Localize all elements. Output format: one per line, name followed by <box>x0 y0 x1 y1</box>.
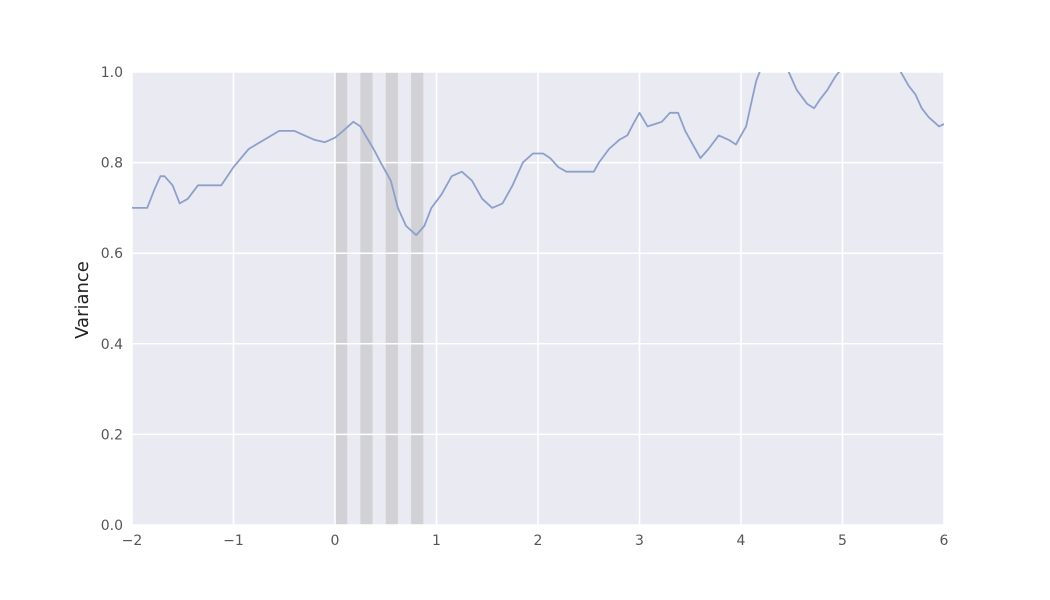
x-tick-label: 4 <box>737 533 746 549</box>
y-tick-label: 0.0 <box>101 518 123 534</box>
y-tick-label: 1.0 <box>101 65 123 81</box>
x-axis-ticks: −2 −1 0 1 2 3 4 5 6 <box>122 533 949 549</box>
x-tick-label: −2 <box>122 533 143 549</box>
shaded-span <box>385 72 398 525</box>
grid-lines <box>131 71 945 526</box>
x-tick-label: 2 <box>534 533 543 549</box>
y-axis-label: Variance <box>72 261 93 339</box>
y-tick-label: 0.8 <box>101 156 123 172</box>
series-line <box>132 72 944 236</box>
x-tick-label: 0 <box>331 533 340 549</box>
series-layer <box>132 72 944 236</box>
y-axis-ticks: 0.0 0.2 0.4 0.6 0.8 1.0 <box>101 65 123 534</box>
x-tick-label: 3 <box>635 533 644 549</box>
shaded-spans <box>335 72 424 525</box>
x-tick-label: 6 <box>940 533 949 549</box>
shaded-span <box>411 72 424 525</box>
y-tick-label: 0.2 <box>101 427 123 443</box>
x-tick-label: 1 <box>432 533 441 549</box>
shaded-span <box>360 72 373 525</box>
y-tick-label: 0.4 <box>101 337 123 353</box>
shaded-span <box>335 72 348 525</box>
y-tick-label: 0.6 <box>101 246 123 262</box>
x-tick-label: 5 <box>838 533 847 549</box>
x-tick-label: −1 <box>223 533 244 549</box>
